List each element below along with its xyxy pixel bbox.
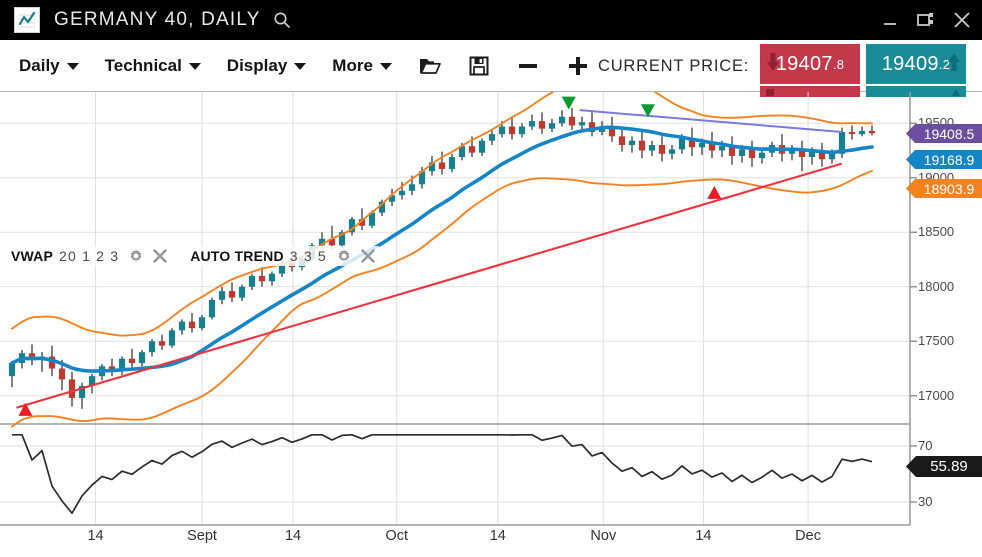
price-badge-ma: 19168.9: [906, 148, 982, 176]
technical-menu-label: Technical: [104, 55, 182, 75]
search-icon[interactable]: [273, 11, 291, 29]
indicator-name-auto-trend: AUTO TREND: [190, 248, 284, 264]
y-axis-label-rsi-30: 30: [918, 494, 933, 509]
zoom-out-icon: [518, 63, 537, 68]
indicator-settings-auto-trend[interactable]: [336, 248, 352, 264]
x-axis-label-3: Oct: [385, 528, 409, 544]
y-axis-label-18000: 18000: [918, 278, 955, 294]
ask-price-decimal: .2: [938, 56, 951, 72]
chevron-down-icon: [379, 63, 392, 70]
chevron-down-icon: [66, 63, 79, 70]
technical-menu[interactable]: Technical: [92, 40, 214, 92]
x-axis-label-4: 14: [489, 528, 506, 544]
close-icon: [954, 12, 970, 28]
close-button[interactable]: [952, 10, 972, 30]
indicator-params-auto-trend: 3 3 5: [289, 248, 327, 264]
x-axis-label-6: 14: [695, 528, 712, 544]
price-badge-vwap: 19408.5: [906, 122, 982, 150]
chevron-down-icon: [294, 63, 307, 70]
open-button[interactable]: [405, 40, 455, 92]
title-bar: GERMANY 40, DAILY: [0, 0, 982, 40]
close-icon: [153, 249, 168, 263]
chart-canvas[interactable]: [0, 92, 982, 557]
display-menu[interactable]: Display: [214, 40, 319, 92]
more-menu-label: More: [332, 55, 373, 75]
indicator-name-vwap: VWAP: [11, 248, 54, 264]
marker-buy: [707, 185, 722, 199]
app-logo: [14, 7, 40, 33]
bid-price-value: 19407: [775, 52, 833, 75]
zoom-out-button[interactable]: [503, 40, 553, 92]
x-axis-label-5: Nov: [590, 528, 617, 544]
line-chart-icon: [18, 11, 36, 28]
chevron-down-icon: [188, 63, 201, 70]
minimize-icon: [884, 23, 896, 25]
badge-shape: [906, 124, 982, 144]
ask-price-tail: [866, 86, 966, 97]
bid-price-box[interactable]: 19407.8: [760, 44, 860, 84]
badge-shape: [906, 179, 982, 199]
current-price-label: CURRENT PRICE:: [598, 56, 750, 75]
gear-icon: [130, 249, 142, 262]
minimize-button[interactable]: [880, 10, 900, 30]
gear-icon: [338, 249, 350, 262]
arrow-down-icon: [767, 53, 779, 71]
bid-price-decimal: .8: [832, 56, 845, 72]
restore-button[interactable]: [916, 10, 936, 30]
timeframe-menu[interactable]: Daily: [6, 40, 92, 92]
indicator-remove-auto-trend[interactable]: [360, 248, 376, 264]
x-axis-label-2: 14: [284, 528, 302, 544]
y-axis-label-rsi-70: 70: [918, 438, 933, 453]
marker-sell: [640, 104, 655, 118]
ask-price-value: 19409: [881, 52, 939, 75]
x-axis-label-7: Dec: [795, 528, 821, 544]
zoom-in-icon: [568, 56, 587, 75]
arrow-down-small-icon: [766, 89, 774, 96]
badge-value: 18903.9: [923, 180, 975, 197]
close-icon: [361, 249, 375, 263]
marker-buy: [18, 402, 33, 416]
marker-sell: [561, 96, 576, 110]
x-axis-label-1: Sept: [187, 528, 217, 544]
arrow-up-icon: [948, 53, 960, 71]
badge-shape: [906, 455, 982, 477]
indicator-settings-vwap[interactable]: [128, 248, 144, 264]
price-badge-band: 18903.9: [906, 177, 982, 205]
y-axis-label-18500: 18500: [918, 224, 955, 240]
bid-price-tail: [760, 86, 860, 97]
indicator-remove-vwap[interactable]: [152, 248, 168, 264]
timeframe-menu-label: Daily: [19, 55, 60, 75]
zoom-in-button[interactable]: [553, 40, 603, 92]
arrow-up-small-icon: [952, 89, 960, 96]
chart-area[interactable]: [0, 92, 982, 557]
indicator-legend: VWAP 20 1 2 3 AUTO TREND 3 3 5: [8, 246, 379, 266]
save-disk-icon: [469, 56, 489, 75]
window-title: GERMANY 40, DAILY: [54, 9, 261, 30]
open-folder-icon: [419, 58, 441, 74]
badge-shape: [906, 150, 982, 170]
badge-value: 55.89: [930, 457, 968, 475]
y-axis-label-17000: 17000: [918, 387, 955, 403]
restore-window-icon: [917, 13, 933, 26]
badge-value: 19408.5: [923, 125, 975, 142]
badge-value: 19168.9: [923, 151, 975, 168]
more-menu[interactable]: More: [319, 40, 405, 92]
rsi-value-badge: 55.89: [906, 454, 982, 484]
window-controls: [880, 0, 972, 40]
x-axis-label-0: 14: [87, 528, 104, 544]
indicator-params-vwap: 20 1 2 3: [59, 248, 120, 264]
y-axis-label-17500: 17500: [918, 333, 955, 349]
save-button[interactable]: [455, 40, 503, 92]
ask-price-box[interactable]: 19409.2: [866, 44, 966, 84]
display-menu-label: Display: [226, 55, 288, 75]
